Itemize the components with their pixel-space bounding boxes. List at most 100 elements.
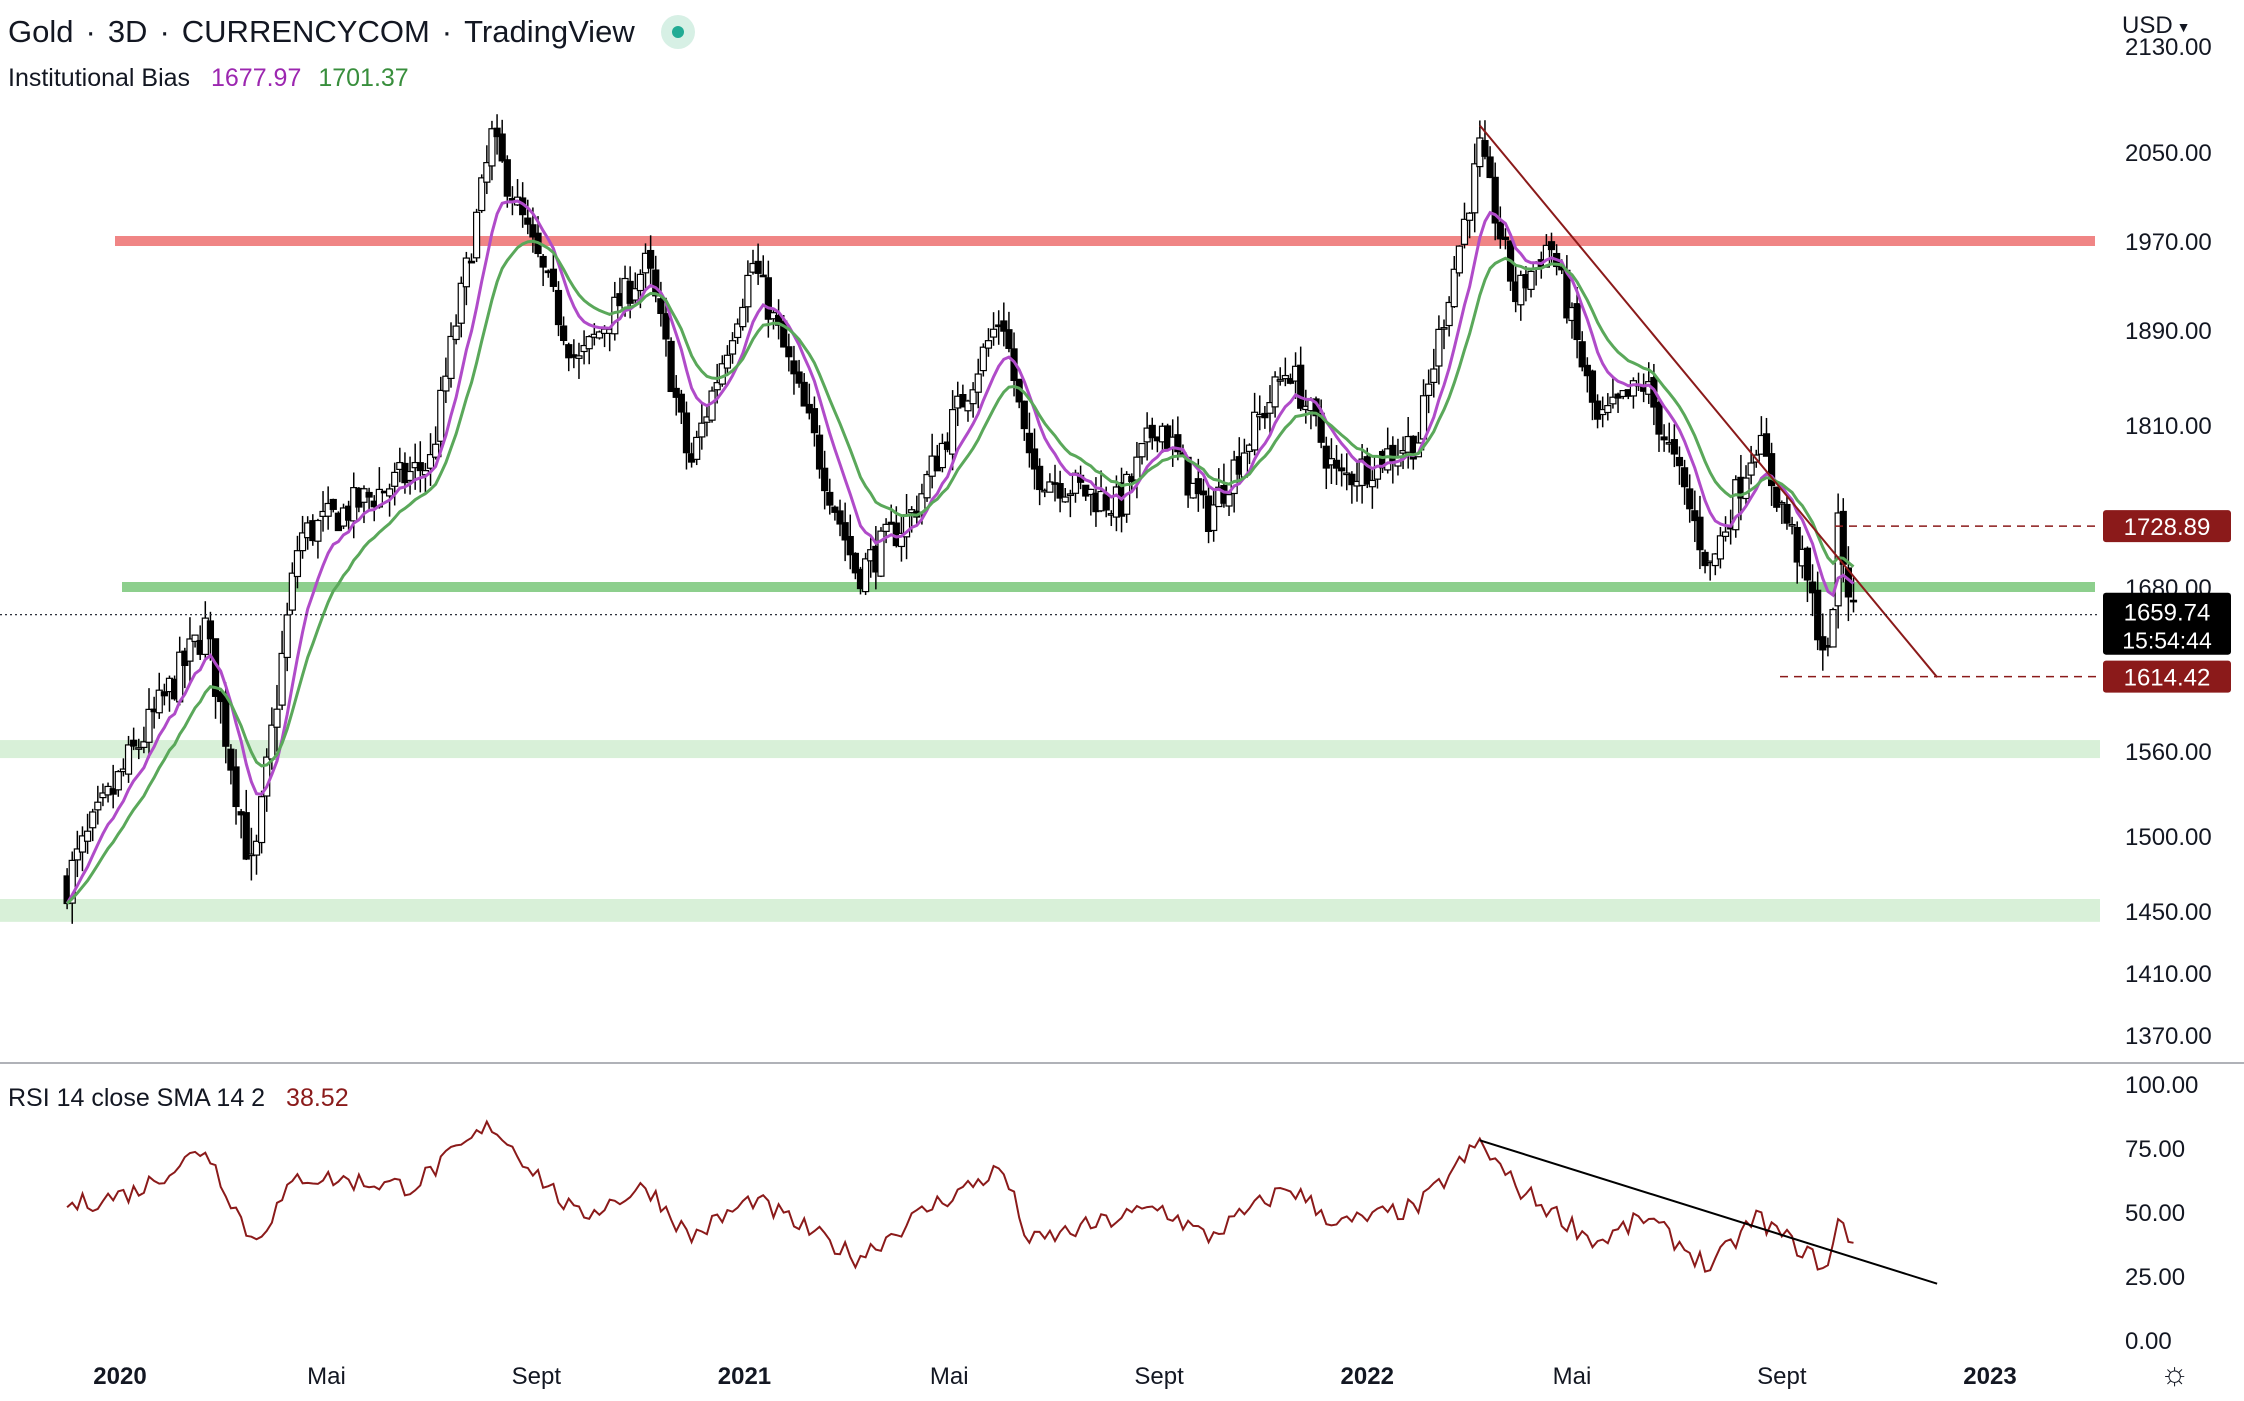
price-axis-tick-label: 2130.00 xyxy=(2125,34,2212,61)
candle-up xyxy=(1271,376,1279,408)
candle-down xyxy=(821,467,829,492)
candle-down xyxy=(1793,526,1801,563)
candle-down xyxy=(657,298,665,315)
price-axis-tick-label: 1450.00 xyxy=(2125,899,2212,926)
rsi-name[interactable]: RSI 14 close SMA 14 2 xyxy=(8,1084,266,1112)
rsi-axis-tick-label: 50.00 xyxy=(2125,1200,2185,1227)
candle-down xyxy=(1696,516,1704,551)
candle-up xyxy=(186,638,194,662)
candles-layer xyxy=(63,114,1858,924)
rsi-legend[interactable]: RSI 14 close SMA 14 2 38.52 xyxy=(8,1084,349,1113)
interval[interactable]: 3D xyxy=(107,14,148,49)
candle-up xyxy=(744,274,752,308)
candle-down xyxy=(667,340,675,393)
candle-up xyxy=(1281,374,1289,380)
indicator-legend[interactable]: Institutional Bias 1677.97 1701.37 xyxy=(8,64,409,93)
candle-up xyxy=(974,373,982,393)
candle-up xyxy=(273,708,281,728)
candle-up xyxy=(1046,481,1054,493)
price-axis-tick-label: 1890.00 xyxy=(2125,318,2212,345)
candle-up xyxy=(447,335,455,380)
exchange: CURRENCYCOM xyxy=(181,14,430,49)
candle-up xyxy=(734,323,742,339)
gear-icon[interactable]: ☼ xyxy=(2160,1355,2190,1391)
candle-up xyxy=(258,796,266,844)
symbol-header[interactable]: Gold · 3D · CURRENCYCOM · TradingView xyxy=(8,14,695,50)
candle-down xyxy=(1194,478,1202,495)
price-axis-tick-label: 2050.00 xyxy=(2125,140,2212,167)
candle-down xyxy=(815,434,824,470)
candle-up xyxy=(862,558,870,593)
candle-up xyxy=(478,177,486,212)
current-price-label-bg xyxy=(2103,592,2231,655)
rsi-value: 38.52 xyxy=(286,1084,349,1112)
support-zone xyxy=(0,740,2100,759)
candle-down xyxy=(774,314,783,326)
indicator-name[interactable]: Institutional Bias xyxy=(8,64,191,92)
candle-up xyxy=(1425,383,1433,397)
time-axis-tick-label: 2021 xyxy=(718,1363,771,1390)
candle-down xyxy=(1819,636,1827,651)
candle-down xyxy=(130,739,138,747)
candle-down xyxy=(1573,303,1581,341)
price-marker-label-bg xyxy=(2103,660,2231,693)
separator-dot: · xyxy=(441,14,453,49)
candle-down xyxy=(1588,370,1597,403)
indicator-value-slow: 1701.37 xyxy=(318,64,409,92)
rsi-axis-tick-label: 75.00 xyxy=(2125,1136,2185,1163)
symbol-name[interactable]: Gold xyxy=(8,14,74,49)
candle-down xyxy=(672,387,680,398)
time-axis-tick-label: Sept xyxy=(1134,1363,1184,1390)
candle-down xyxy=(1297,364,1305,409)
candle-down xyxy=(1332,459,1341,469)
candle-down xyxy=(1322,445,1330,469)
candle-up xyxy=(723,354,732,369)
candle-up xyxy=(1629,380,1638,397)
candle-up xyxy=(1721,531,1730,538)
price-axis-tick-label: 1810.00 xyxy=(2125,413,2212,440)
resistance-line xyxy=(115,236,2095,246)
ema-slow-line xyxy=(66,239,1855,905)
candle-up xyxy=(452,325,460,341)
candle-up xyxy=(923,473,931,499)
candle-up xyxy=(140,741,148,748)
candle-up xyxy=(94,801,102,811)
price-marker-label: 1728.89 xyxy=(2124,514,2211,541)
candle-up xyxy=(728,340,737,355)
candle-up xyxy=(488,128,496,167)
candle-down xyxy=(498,133,506,162)
candle-up xyxy=(1455,245,1463,274)
candle-down xyxy=(795,371,803,384)
candle-up xyxy=(1210,504,1218,532)
time-axis-tick-label: Sept xyxy=(512,1363,562,1390)
currency-selector[interactable]: USD ▼ xyxy=(2122,12,2191,40)
candle-up xyxy=(462,257,470,288)
rsi-axis-tick-label: 100.00 xyxy=(2125,1072,2198,1099)
candle-up xyxy=(1788,523,1796,527)
bar-countdown-label: 15:54:44 xyxy=(2122,628,2212,654)
indicator-value-fast: 1677.97 xyxy=(211,64,302,92)
candle-up xyxy=(288,572,296,611)
candle-down xyxy=(647,249,655,269)
candle-down xyxy=(232,766,240,808)
candle-up xyxy=(406,470,414,482)
candle-down xyxy=(206,620,215,640)
candle-up xyxy=(293,550,302,578)
candle-down xyxy=(810,408,819,434)
candle-down xyxy=(677,393,685,413)
candle-down xyxy=(1773,486,1781,508)
rsi-axis-tick-label: 0.00 xyxy=(2125,1328,2172,1355)
candle-down xyxy=(851,552,859,574)
candle-up xyxy=(155,689,163,714)
candle-up xyxy=(1609,396,1617,405)
candle-down xyxy=(560,325,568,341)
candle-up xyxy=(1138,442,1146,458)
time-axis-tick-label: Sept xyxy=(1757,1363,1807,1390)
candle-down xyxy=(1030,448,1039,470)
candle-down xyxy=(1670,439,1678,455)
candle-up xyxy=(585,335,593,350)
candle-down xyxy=(1808,581,1817,594)
separator-dot: · xyxy=(159,14,170,49)
candle-up xyxy=(1133,456,1141,481)
